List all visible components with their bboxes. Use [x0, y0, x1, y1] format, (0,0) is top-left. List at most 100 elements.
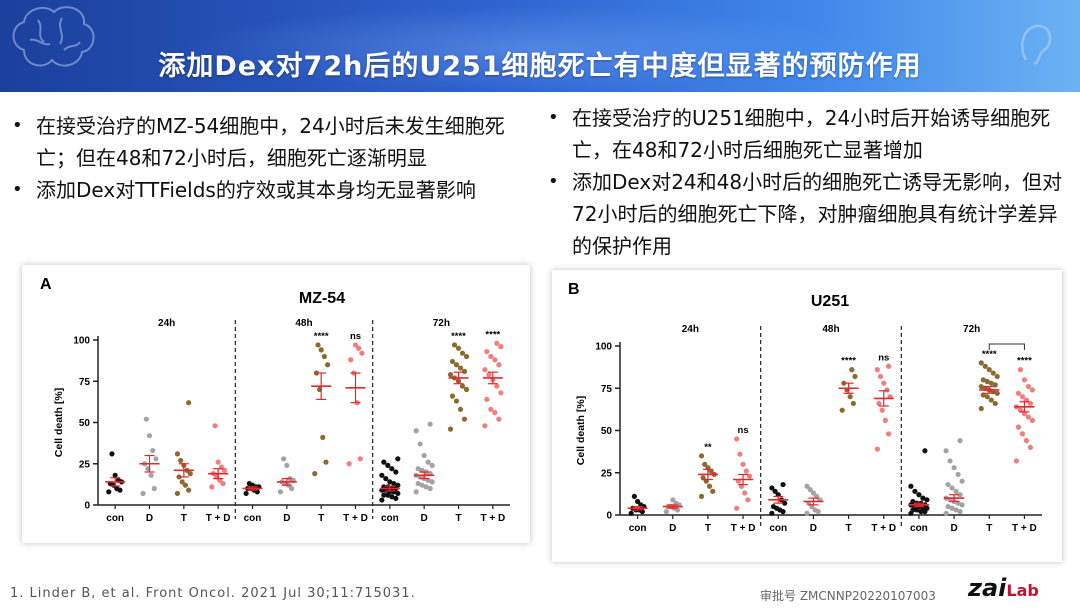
- data-point: [318, 347, 324, 353]
- x-tick-label: D: [669, 523, 676, 534]
- chart-mz54: A MZ-54 0 25 50 75 100 Cell death [%] 24h con D T T …: [40, 276, 510, 524]
- data-point: [742, 490, 748, 496]
- significance-label: ns: [738, 425, 749, 436]
- data-point: [427, 421, 433, 427]
- y-tick-label: 0: [84, 501, 90, 512]
- data-point: [849, 367, 855, 373]
- bullet-item: • 添加Dex对24和48小时后的细胞死亡诱导无影响，但对72小时后的细胞死亡下降…: [548, 166, 1068, 262]
- data-point: [289, 485, 295, 492]
- data-point: [988, 397, 994, 403]
- timepoint-label: 48h: [822, 324, 839, 335]
- data-point: [734, 436, 740, 442]
- data-point: [174, 490, 181, 497]
- data-point: [949, 485, 955, 491]
- ear-icon: [1021, 24, 1052, 66]
- data-point: [1023, 438, 1030, 444]
- data-point: [885, 363, 892, 369]
- data-point: [383, 476, 389, 482]
- data-point: [943, 448, 949, 454]
- data-point: [246, 480, 252, 487]
- data-point: [957, 438, 963, 444]
- data-point: [379, 497, 385, 503]
- bullet-text: 添加Dex对TTFields的疗效或其本身均无显著影响: [36, 178, 476, 202]
- data-point: [877, 373, 884, 380]
- data-point: [698, 493, 705, 500]
- data-point: [484, 396, 490, 402]
- data-point: [1025, 383, 1032, 390]
- data-point: [447, 426, 454, 432]
- timepoint-label: 72h: [433, 318, 450, 329]
- data-point: [112, 472, 118, 478]
- y-tick-label: 100: [595, 342, 612, 353]
- bullet-item: • 在接受治疗的MZ-54细胞中，24小时后未发生细胞死亡；但在48和72小时后，…: [12, 110, 532, 174]
- data-point: [182, 482, 189, 488]
- data-point: [959, 502, 965, 508]
- data-point: [389, 494, 395, 500]
- data-point: [461, 368, 468, 374]
- data-point: [949, 505, 955, 511]
- data-point: [455, 345, 462, 351]
- data-point: [215, 459, 221, 465]
- data-point: [417, 441, 423, 447]
- data-point: [1019, 394, 1026, 400]
- data-point: [346, 461, 352, 467]
- x-tick-label: con: [381, 513, 399, 524]
- data-point: [186, 400, 192, 406]
- data-point: [628, 510, 634, 516]
- significance-label: ****: [1017, 356, 1032, 367]
- data-point: [698, 453, 705, 459]
- data-point: [187, 471, 193, 477]
- data-point: [415, 480, 421, 487]
- data-point: [924, 497, 930, 503]
- data-point: [453, 398, 460, 404]
- data-point: [770, 503, 777, 510]
- data-point: [461, 416, 468, 422]
- data-point: [994, 390, 1000, 396]
- y-tick-label: 25: [79, 459, 91, 470]
- data-point: [908, 483, 914, 489]
- data-point: [1029, 387, 1036, 393]
- data-point: [874, 367, 880, 373]
- data-point: [994, 373, 1000, 380]
- data-point: [745, 497, 751, 503]
- y-tick-label: 50: [601, 426, 613, 437]
- x-tick-label: D: [810, 523, 817, 534]
- data-point: [496, 416, 502, 422]
- chart-title: MZ-54: [299, 290, 345, 307]
- data-point: [221, 467, 228, 473]
- data-point: [381, 492, 387, 498]
- data-point: [457, 365, 464, 371]
- data-point: [1019, 431, 1026, 437]
- data-point: [151, 485, 157, 492]
- data-point: [1017, 367, 1024, 373]
- data-point: [486, 372, 492, 378]
- significance-label: ****: [314, 331, 329, 342]
- chart-panel-b: B U251 0 25 50 75 100 Cell death [%] 24h con D T T +…: [552, 270, 1062, 562]
- data-point: [425, 459, 431, 465]
- data-point: [955, 471, 961, 478]
- data-point: [772, 488, 778, 494]
- data-point: [463, 353, 470, 360]
- data-point: [943, 510, 949, 516]
- data-point: [140, 490, 146, 497]
- data-point: [734, 505, 740, 511]
- data-point: [393, 495, 399, 501]
- data-point: [352, 342, 359, 348]
- data-point: [312, 471, 318, 477]
- data-point: [982, 363, 988, 369]
- data-point: [393, 469, 399, 475]
- data-point: [114, 485, 120, 492]
- data-point: [947, 458, 953, 464]
- logo-lab-text: Lab: [1006, 581, 1039, 600]
- data-point: [463, 386, 470, 393]
- data-point: [1029, 417, 1036, 423]
- brain-icon: [12, 6, 95, 67]
- significance-label: ****: [982, 349, 997, 360]
- data-point: [321, 353, 327, 360]
- data-point: [988, 380, 994, 386]
- data-point: [804, 510, 810, 516]
- y-tick-label: 0: [606, 511, 612, 522]
- significance-label: ****: [451, 331, 466, 342]
- y-tick-label: 25: [601, 468, 613, 479]
- data-point: [494, 340, 500, 346]
